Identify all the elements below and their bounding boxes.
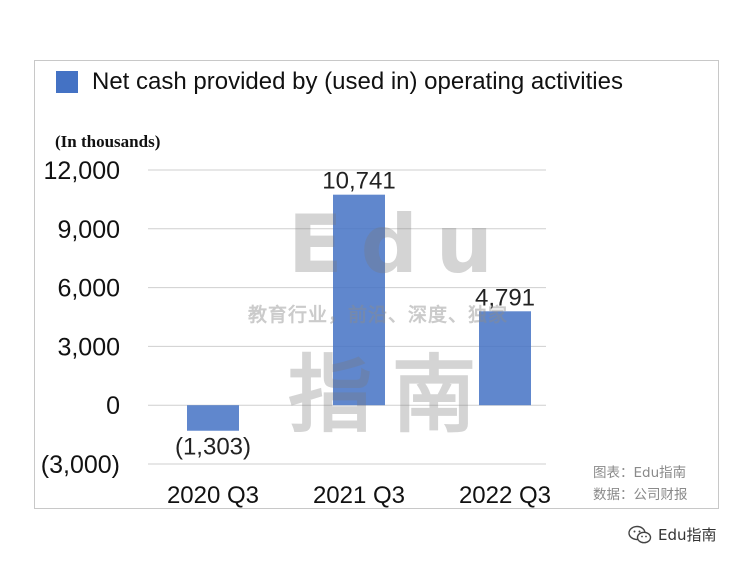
y-tick-label: 6,000 xyxy=(57,275,120,303)
y-tick-label: 12,000 xyxy=(44,157,120,185)
chart-frame xyxy=(34,60,719,509)
x-tick-label: 2022 Q3 xyxy=(459,482,551,509)
data-label: 4,791 xyxy=(475,284,535,311)
bar xyxy=(333,194,385,406)
brand-footer: Edu指南 xyxy=(628,524,717,545)
y-unit-label: (In thousands) xyxy=(55,132,161,151)
bar xyxy=(187,405,239,431)
legend-label: Net cash provided by (used in) operating… xyxy=(92,68,623,95)
y-tick-label: 3,000 xyxy=(57,333,120,361)
data-label: (1,303) xyxy=(175,434,251,461)
legend-swatch xyxy=(56,71,78,93)
data-label: 10,741 xyxy=(322,168,395,195)
bar xyxy=(479,311,531,406)
x-tick-label: 2021 Q3 xyxy=(313,482,405,509)
data-source-note: 数据：公司财报 xyxy=(593,487,688,503)
chart-source-note: 图表：Edu指南 xyxy=(593,465,687,481)
wechat-icon xyxy=(628,525,652,543)
y-tick-label: 0 xyxy=(106,392,120,420)
y-tick-label: (3,000) xyxy=(41,451,120,479)
x-tick-label: 2020 Q3 xyxy=(167,482,259,509)
legend: Net cash provided by (used in) operating… xyxy=(56,68,623,96)
y-tick-label: 9,000 xyxy=(57,216,120,244)
brand-name: Edu指南 xyxy=(658,526,717,544)
